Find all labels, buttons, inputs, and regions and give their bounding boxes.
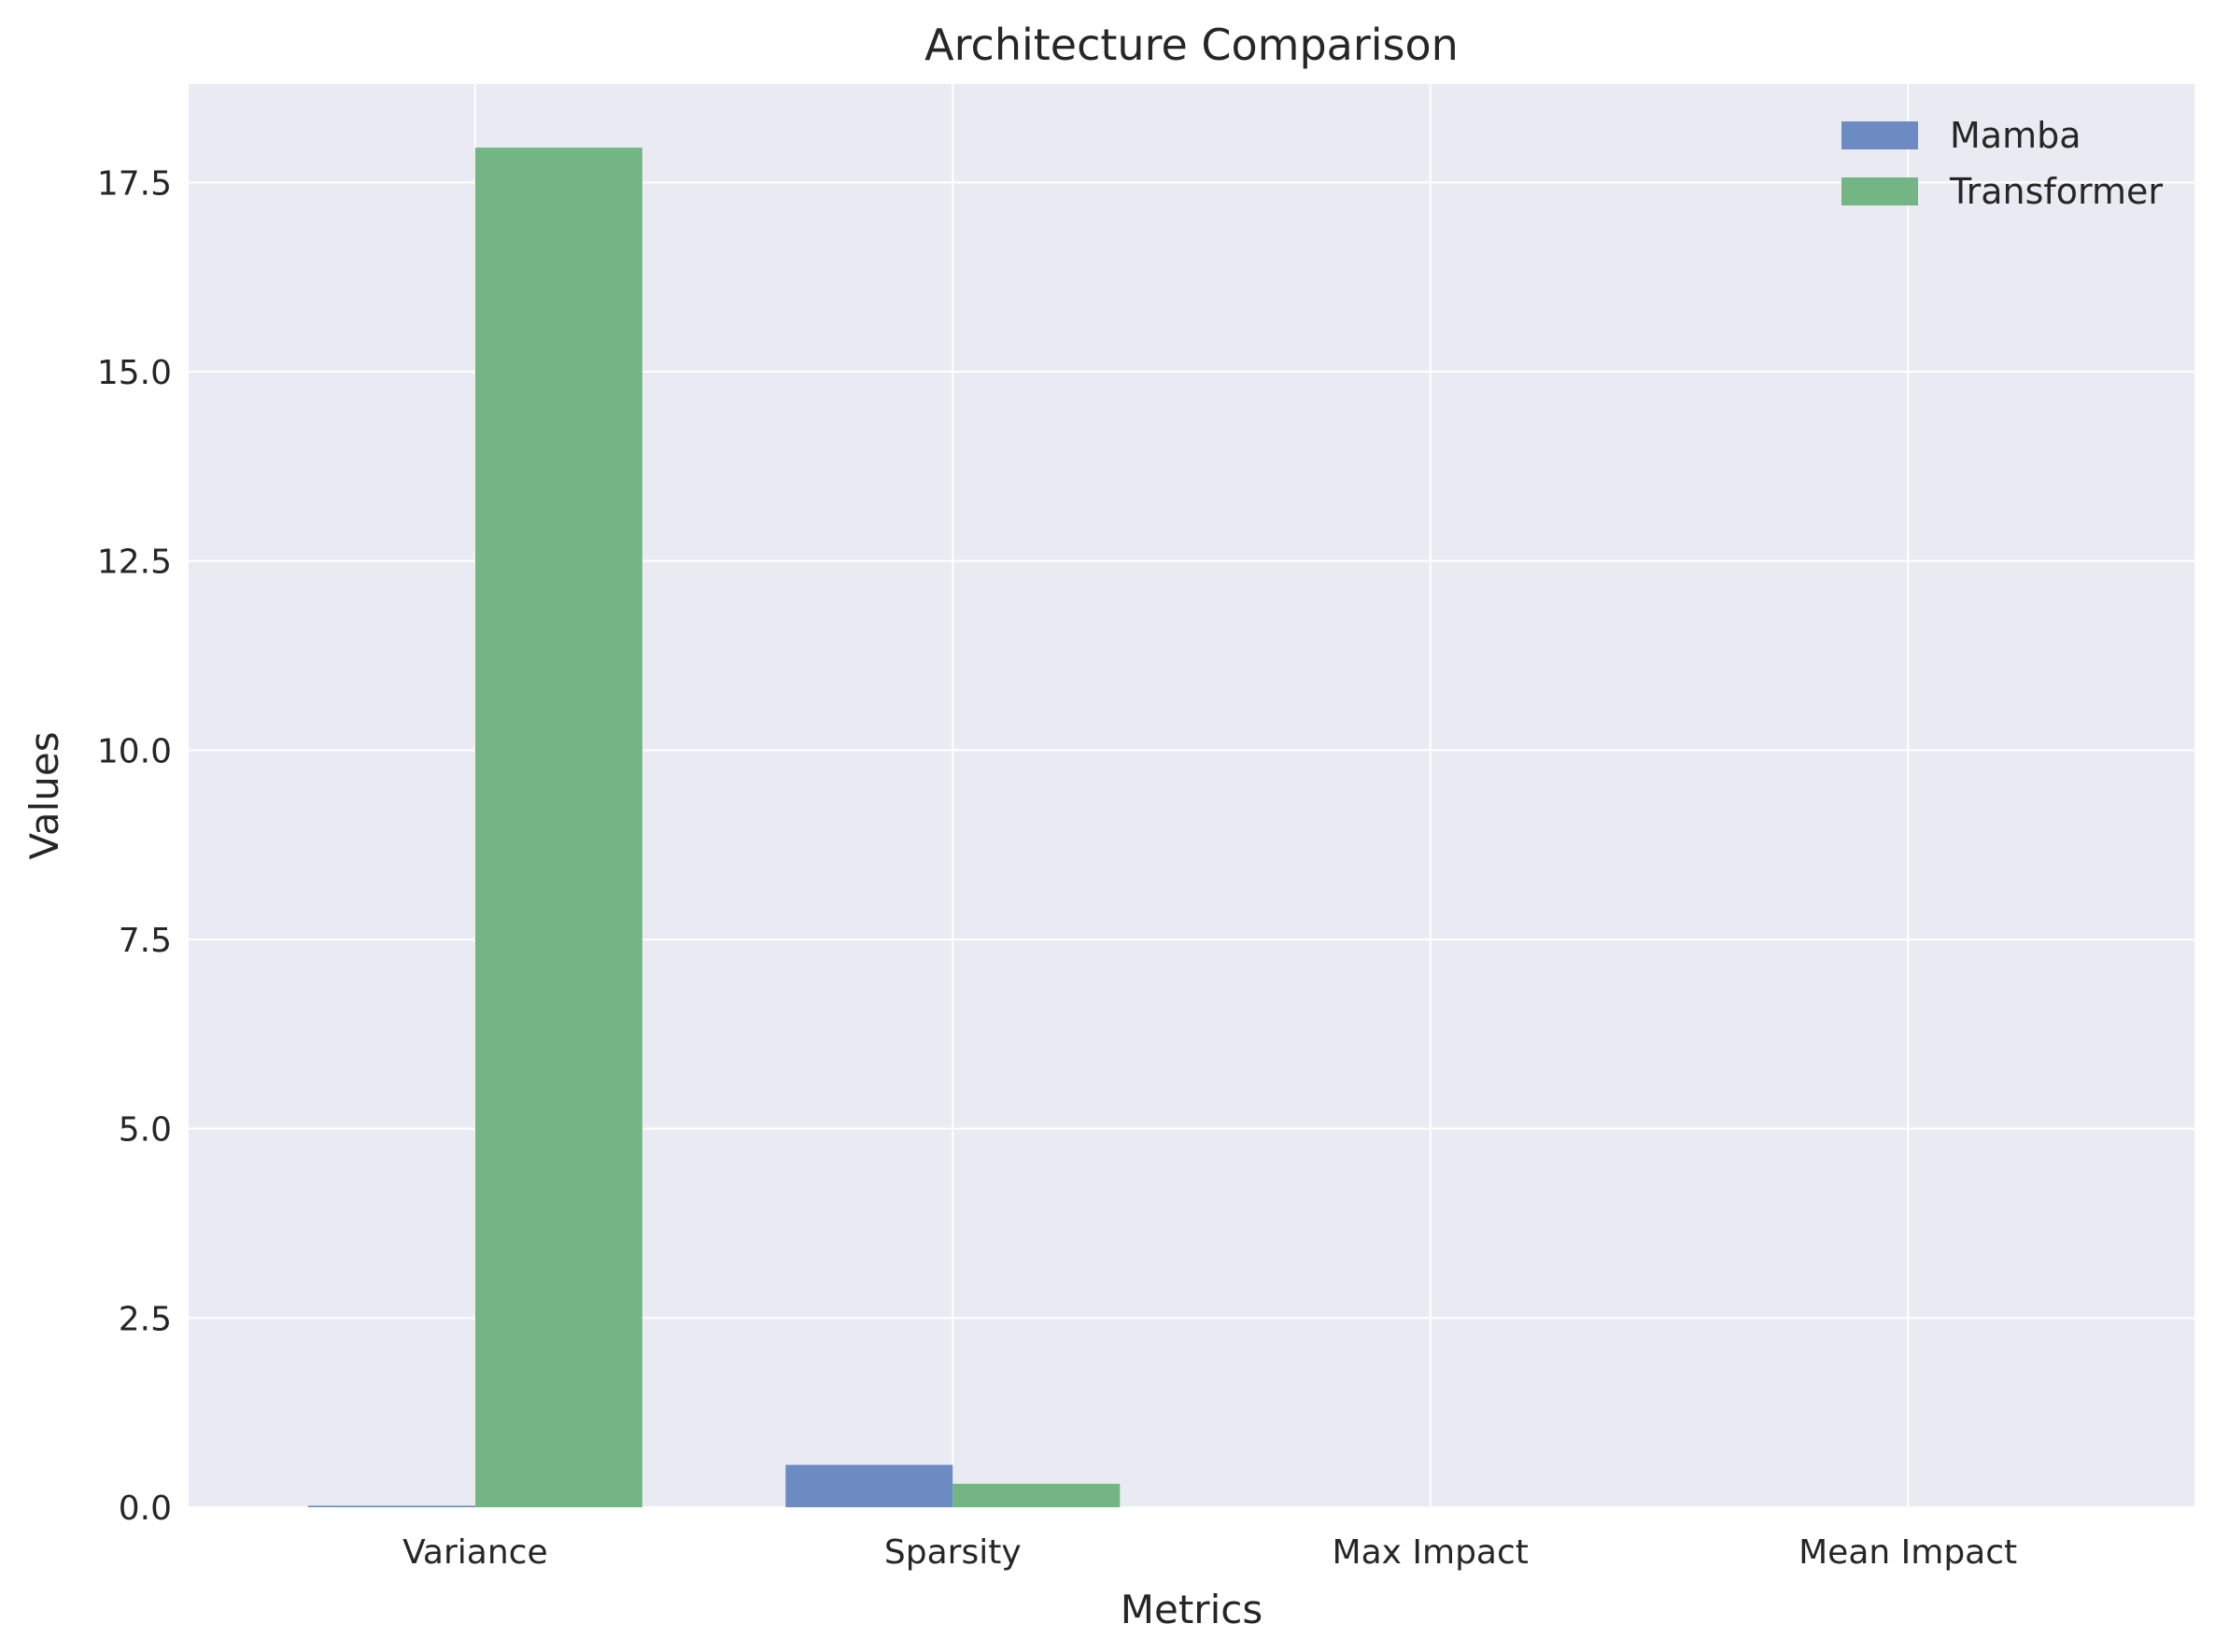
x-tick-label: Mean Impact [1799,1533,2017,1572]
legend: Mamba Transformer [1841,115,2163,212]
bars [307,148,1121,1507]
bar-transformer-sparsity [952,1483,1121,1507]
y-tick-label: 2.5 [119,1300,172,1338]
legend-label-transformer: Transformer [1949,171,2163,212]
y-tick-label: 12.5 [97,544,172,582]
y-tick-label: 0.0 [119,1490,172,1528]
y-tick-label: 7.5 [119,922,172,960]
y-axis-ticks: 0.0 2.5 5.0 7.5 10.0 12.5 15.0 17.5 [97,164,172,1528]
y-tick-label: 10.0 [97,732,172,770]
y-tick-label: 17.5 [97,164,172,203]
y-axis-label: Values [21,731,67,859]
x-axis-ticks: Variance Sparsity Max Impact Mean Impact [402,1533,2017,1572]
bar-mamba-sparsity [785,1464,953,1507]
x-axis-label: Metrics [1121,1587,1263,1632]
bar-transformer-variance [474,148,642,1507]
legend-swatch-transformer [1841,177,1918,205]
legend-label-mamba: Mamba [1950,115,2081,156]
x-tick-label: Max Impact [1333,1533,1529,1572]
x-tick-label: Variance [402,1533,548,1572]
legend-swatch-mamba [1841,121,1918,149]
y-tick-label: 5.0 [119,1111,172,1150]
x-tick-label: Sparsity [884,1533,1022,1572]
chart-title: Architecture Comparison [924,20,1459,70]
bar-mamba-variance [307,1505,475,1507]
y-tick-label: 15.0 [97,354,172,392]
